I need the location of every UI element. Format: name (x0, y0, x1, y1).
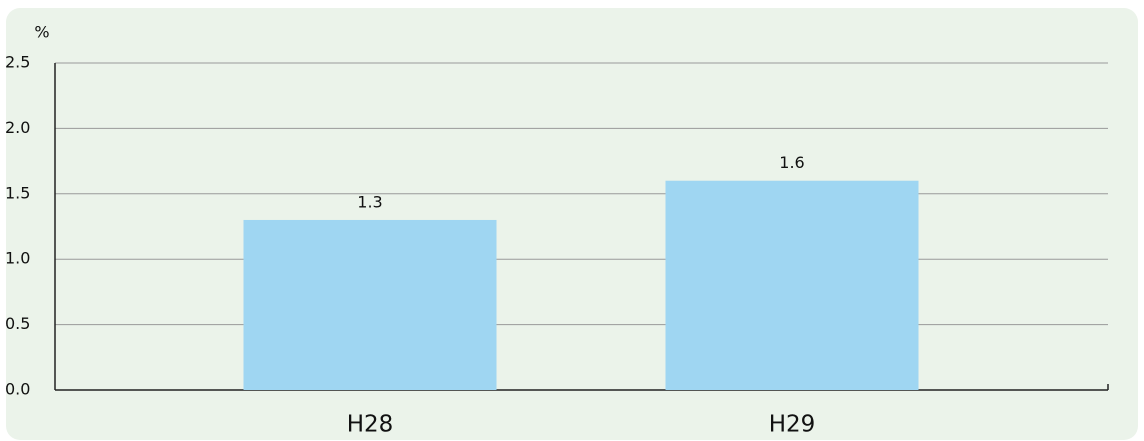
value-label: 1.6 (779, 153, 804, 172)
y-tick-label: 2.5 (5, 53, 30, 72)
x-tick-label: H28 (347, 412, 394, 438)
bar (243, 219, 497, 390)
y-tick-label: 0.0 (5, 380, 30, 399)
y-tick-label: 0.5 (5, 314, 30, 333)
y-tick-label: 1.5 (5, 183, 30, 202)
y-axis-label: % (34, 23, 49, 42)
value-label: 1.3 (357, 192, 382, 211)
x-tick-label: H29 (769, 412, 816, 438)
y-tick-label: 1.0 (5, 249, 30, 268)
panel (6, 8, 1138, 440)
y-tick-label: 2.0 (5, 118, 30, 137)
bar (665, 180, 919, 390)
